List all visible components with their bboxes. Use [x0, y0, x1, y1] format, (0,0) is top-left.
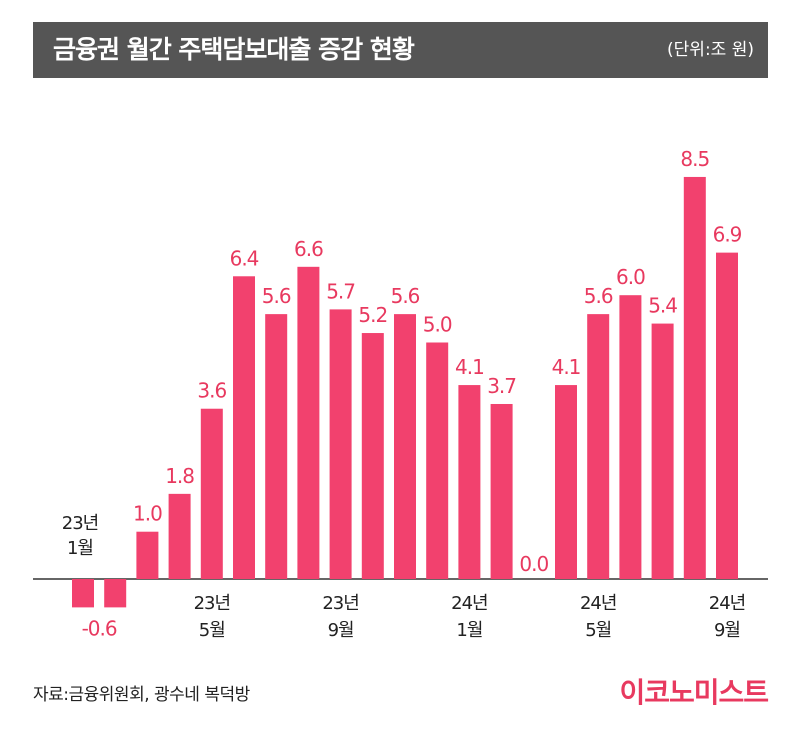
bar: [394, 314, 416, 579]
bar-value-label: 3.7: [487, 374, 516, 398]
x-tick-year: 24년: [451, 593, 487, 614]
bar-value-label: 1.8: [165, 464, 194, 488]
bar: [683, 176, 706, 579]
bar-value-label: 5.6: [262, 284, 291, 308]
bar-value-label: 3.6: [197, 379, 226, 403]
x-tick-month: 1월: [456, 620, 482, 641]
chart-title: 금융권 월간 주택담보대출 증감 현황: [53, 35, 415, 64]
unit-label: (단위:조 원): [667, 40, 754, 60]
bar: [136, 531, 159, 579]
bar: [233, 276, 255, 579]
bar-value-label: 6.0: [616, 265, 645, 289]
bar-value-label: 4.1: [552, 355, 581, 379]
x-tick-year: 23년: [322, 593, 358, 614]
bar: [426, 342, 449, 579]
bar: [329, 309, 352, 579]
bar: [587, 314, 610, 579]
bar-value-label: 0.0: [519, 552, 548, 576]
x-tick-year: 24년: [580, 593, 616, 614]
source-note: 자료:금융위원회, 광수네 복덕방: [33, 685, 250, 705]
bar-value-label: 6.9: [713, 223, 742, 247]
bar-value-label: 6.6: [294, 237, 323, 261]
x-tick-month: 1월: [67, 538, 93, 559]
bar: [72, 579, 94, 608]
bar-value-label: 5.2: [358, 303, 387, 327]
bar: [104, 579, 127, 608]
x-tick-month: 9월: [328, 620, 354, 641]
x-tick-month: 9월: [714, 620, 740, 641]
title-bar: 금융권 월간 주택담보대출 증감 현황 (단위:조 원): [33, 22, 768, 78]
x-tick-month: 5월: [199, 620, 225, 641]
bar-value-label: -0.6: [82, 616, 117, 640]
bar-value-label: 6.4: [230, 246, 259, 270]
bar: [361, 333, 384, 579]
publisher-logo: 이코노미스트: [619, 676, 769, 709]
bar: [619, 295, 642, 579]
x-tick-year: 23년: [62, 513, 98, 534]
bar-value-label: 4.1: [455, 355, 484, 379]
bar-value-label: 5.6: [391, 284, 420, 308]
bar: [265, 314, 288, 579]
x-tick-year: 23년: [194, 593, 230, 614]
bar: [651, 323, 674, 579]
bar-value-label: 5.0: [423, 313, 452, 337]
bar-value-label: 5.6: [584, 284, 613, 308]
bar: [716, 252, 738, 579]
bar: [458, 385, 481, 579]
x-tick-year: 24년: [709, 593, 745, 614]
bar-value-label: 5.4: [648, 294, 677, 318]
bar: [555, 385, 577, 579]
bar-value-label: 5.7: [326, 279, 355, 303]
bar-value-label: 8.5: [680, 147, 709, 171]
x-tick-month: 5월: [585, 620, 611, 641]
bar: [200, 408, 223, 579]
bar: [168, 493, 191, 579]
bar: [490, 403, 513, 579]
bar: [297, 266, 320, 579]
bar-value-label: 1.0: [133, 502, 162, 526]
